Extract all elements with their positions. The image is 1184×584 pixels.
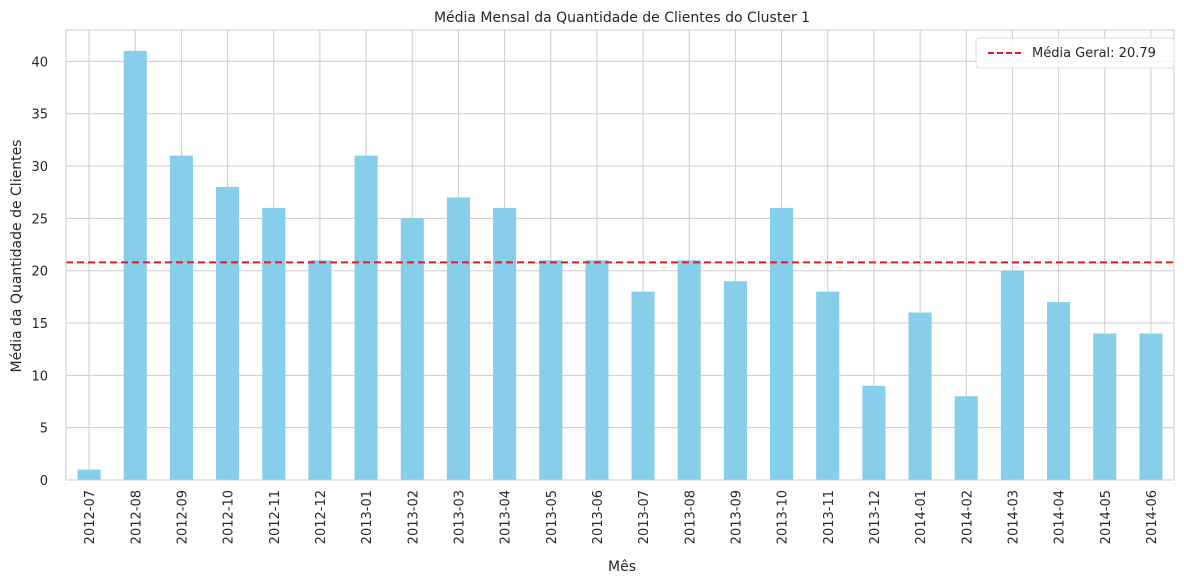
y-tick-label: 30 <box>31 160 48 175</box>
x-tick-label: 2012-08 <box>129 490 144 544</box>
bar-2014-05 <box>1093 333 1116 480</box>
y-tick-label: 0 <box>40 474 48 489</box>
bar-2013-03 <box>447 197 470 480</box>
chart-title: Média Mensal da Quantidade de Clientes d… <box>434 10 810 26</box>
x-tick-label: 2013-04 <box>499 490 514 544</box>
bar-2013-10 <box>770 208 793 480</box>
bar-2013-04 <box>493 208 516 480</box>
legend-label: Média Geral: 20.79 <box>1032 46 1156 61</box>
x-tick-label: 2014-01 <box>914 490 929 544</box>
y-tick-label: 10 <box>31 369 48 384</box>
bar-2013-11 <box>816 292 839 480</box>
x-tick-label: 2013-11 <box>822 490 837 544</box>
y-tick-label: 35 <box>31 108 48 123</box>
x-tick-label: 2014-02 <box>960 490 975 544</box>
bar-2013-08 <box>678 260 701 480</box>
legend: Média Geral: 20.79 <box>976 38 1174 68</box>
x-axis-label: Mês <box>608 559 636 575</box>
x-tick-label: 2013-01 <box>360 490 375 544</box>
x-tick-label: 2012-10 <box>222 490 237 544</box>
x-tick-label: 2014-04 <box>1053 490 1068 544</box>
x-tick-label: 2013-06 <box>591 490 606 544</box>
bar-2012-10 <box>216 187 239 480</box>
bar-2013-05 <box>539 260 562 480</box>
x-tick-label: 2012-12 <box>314 490 329 544</box>
bar-2014-06 <box>1139 333 1162 480</box>
bar-2013-06 <box>585 260 608 480</box>
y-axis-label: Média da Quantidade de Clientes <box>9 140 25 373</box>
y-tick-label: 25 <box>31 212 48 227</box>
bar-2012-08 <box>124 51 147 480</box>
x-tick-label: 2013-08 <box>683 490 698 544</box>
y-tick-label: 15 <box>31 317 48 332</box>
x-tick-label: 2013-03 <box>452 490 467 544</box>
bar-2014-01 <box>909 313 932 480</box>
x-tick-label: 2012-11 <box>268 490 283 544</box>
x-tick-label: 2014-05 <box>1099 490 1114 544</box>
bar-2013-12 <box>862 386 885 480</box>
x-tick-labels: 2012-07 2012-08 2012-09 2012-10 2012-11 2012-… <box>83 490 1160 544</box>
bar-2014-04 <box>1047 302 1070 480</box>
bars <box>78 51 1163 480</box>
x-tick-label: 2013-12 <box>868 490 883 544</box>
x-tick-label: 2012-09 <box>175 490 190 544</box>
bar-2012-11 <box>262 208 285 480</box>
x-tick-label: 2013-02 <box>406 490 421 544</box>
bar-2014-02 <box>955 396 978 480</box>
bar-2013-09 <box>724 281 747 480</box>
y-tick-label: 20 <box>31 265 48 280</box>
bar-2012-12 <box>308 260 331 480</box>
x-tick-label: 2014-06 <box>1145 490 1160 544</box>
x-tick-label: 2012-07 <box>83 490 98 544</box>
y-tick-labels: 0 5 10 15 20 25 30 35 40 <box>31 55 48 489</box>
y-tick-label: 40 <box>31 55 48 70</box>
bar-2012-07 <box>78 470 101 480</box>
bar-2013-02 <box>401 218 424 480</box>
x-tick-label: 2013-09 <box>729 490 744 544</box>
bar-2013-07 <box>632 292 655 480</box>
bar-2013-01 <box>355 156 378 480</box>
x-tick-label: 2013-07 <box>637 490 652 544</box>
x-tick-label: 2014-03 <box>1006 490 1021 544</box>
y-tick-label: 5 <box>40 422 48 437</box>
x-tick-label: 2013-10 <box>776 490 791 544</box>
bar-2012-09 <box>170 156 193 480</box>
x-tick-label: 2013-05 <box>545 490 560 544</box>
bar-2014-03 <box>1001 271 1024 480</box>
